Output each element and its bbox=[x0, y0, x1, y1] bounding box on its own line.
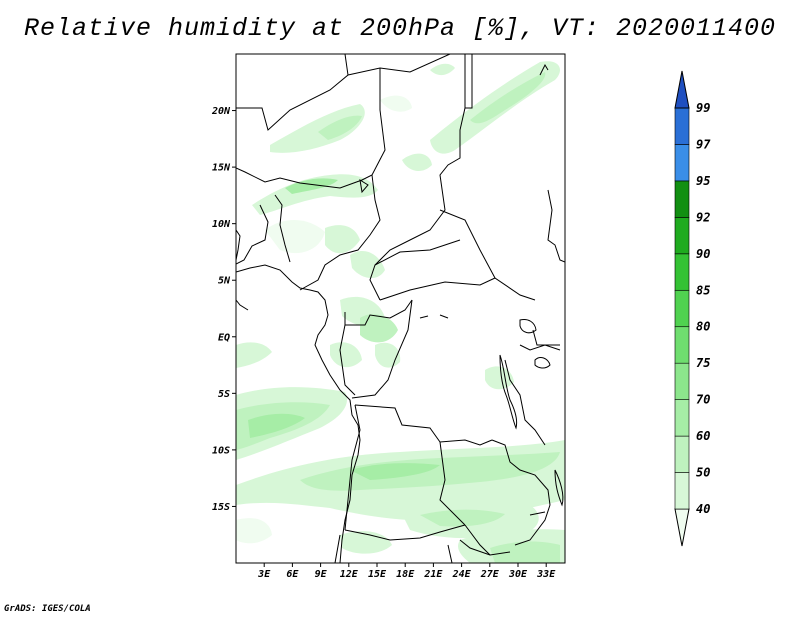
colorbar-label: 40 bbox=[696, 502, 710, 516]
colorbar-label: 97 bbox=[696, 137, 711, 151]
colorbar-swatch bbox=[674, 326, 690, 364]
lat-tick-label: 15N bbox=[212, 163, 231, 174]
lon-tick-label: 33E bbox=[536, 569, 556, 580]
lat-tick-label: 5N bbox=[218, 276, 231, 287]
lon-tick-label: 9E bbox=[315, 569, 328, 580]
colorbar-swatch bbox=[674, 399, 690, 437]
lat-tick-label: 10N bbox=[212, 219, 231, 230]
lon-tick-label: 18E bbox=[396, 569, 415, 580]
colorbar-swatch bbox=[674, 289, 690, 328]
colorbar-label: 90 bbox=[696, 247, 710, 261]
lon-tick-label: 12E bbox=[340, 569, 359, 580]
colorbar: 40 50 60 70 75 80 85 90 92 95 97 99 bbox=[674, 70, 711, 547]
colorbar-label: 75 bbox=[696, 356, 710, 370]
map-frame bbox=[235, 53, 566, 564]
colorbar-swatch bbox=[674, 217, 690, 255]
colorbar-swatch bbox=[674, 253, 690, 291]
colorbar-label: 50 bbox=[696, 466, 710, 480]
colorbar-label: 80 bbox=[696, 320, 710, 334]
lon-tick-label: 30E bbox=[508, 569, 528, 580]
colorbar-swatch bbox=[674, 472, 690, 510]
colorbar-swatch bbox=[674, 435, 690, 473]
colorbar-label: 92 bbox=[696, 210, 710, 224]
lat-tick-label: 15S bbox=[212, 502, 230, 513]
colorbar-label: 70 bbox=[696, 393, 710, 407]
country-borders bbox=[236, 54, 565, 563]
lat-tick-label: 5S bbox=[218, 389, 230, 400]
lat-tick-label: 20N bbox=[211, 106, 231, 117]
colorbar-label: 60 bbox=[696, 429, 710, 443]
colorbar-upper-arrow bbox=[674, 70, 690, 109]
lon-tick-label: 24E bbox=[452, 569, 472, 580]
colorbar-label: 85 bbox=[696, 283, 710, 297]
grads-credit: GrADS: IGES/COLA bbox=[4, 604, 91, 614]
latitude-axis: 20N 15N 10N 5N EQ 5S 10S 15S bbox=[211, 106, 236, 513]
lat-tick-label: 10S bbox=[212, 445, 230, 456]
coastlines bbox=[236, 63, 564, 563]
colorbar-label: 99 bbox=[696, 101, 710, 115]
chart-title: Relative humidity at 200hPa [%], VT: 202… bbox=[23, 14, 777, 43]
lon-tick-label: 3E bbox=[257, 569, 271, 580]
colorbar-swatch bbox=[674, 107, 690, 145]
lon-tick-label: 15E bbox=[368, 569, 387, 580]
colorbar-swatch bbox=[674, 362, 690, 400]
colorbar-label: 95 bbox=[696, 174, 710, 188]
colorbar-lower-arrow bbox=[674, 508, 690, 547]
colorbar-swatch bbox=[674, 144, 690, 182]
lon-tick-label: 27E bbox=[480, 569, 500, 580]
lon-tick-label: 6E bbox=[286, 569, 299, 580]
longitude-axis: 3E 6E 9E 12E 15E 18E 21E 24E 27E 30E 33E bbox=[257, 563, 556, 580]
lat-tick-label: EQ bbox=[218, 332, 230, 343]
lon-tick-label: 21E bbox=[423, 569, 443, 580]
humidity-shading bbox=[236, 61, 565, 563]
colorbar-swatch bbox=[674, 180, 690, 218]
